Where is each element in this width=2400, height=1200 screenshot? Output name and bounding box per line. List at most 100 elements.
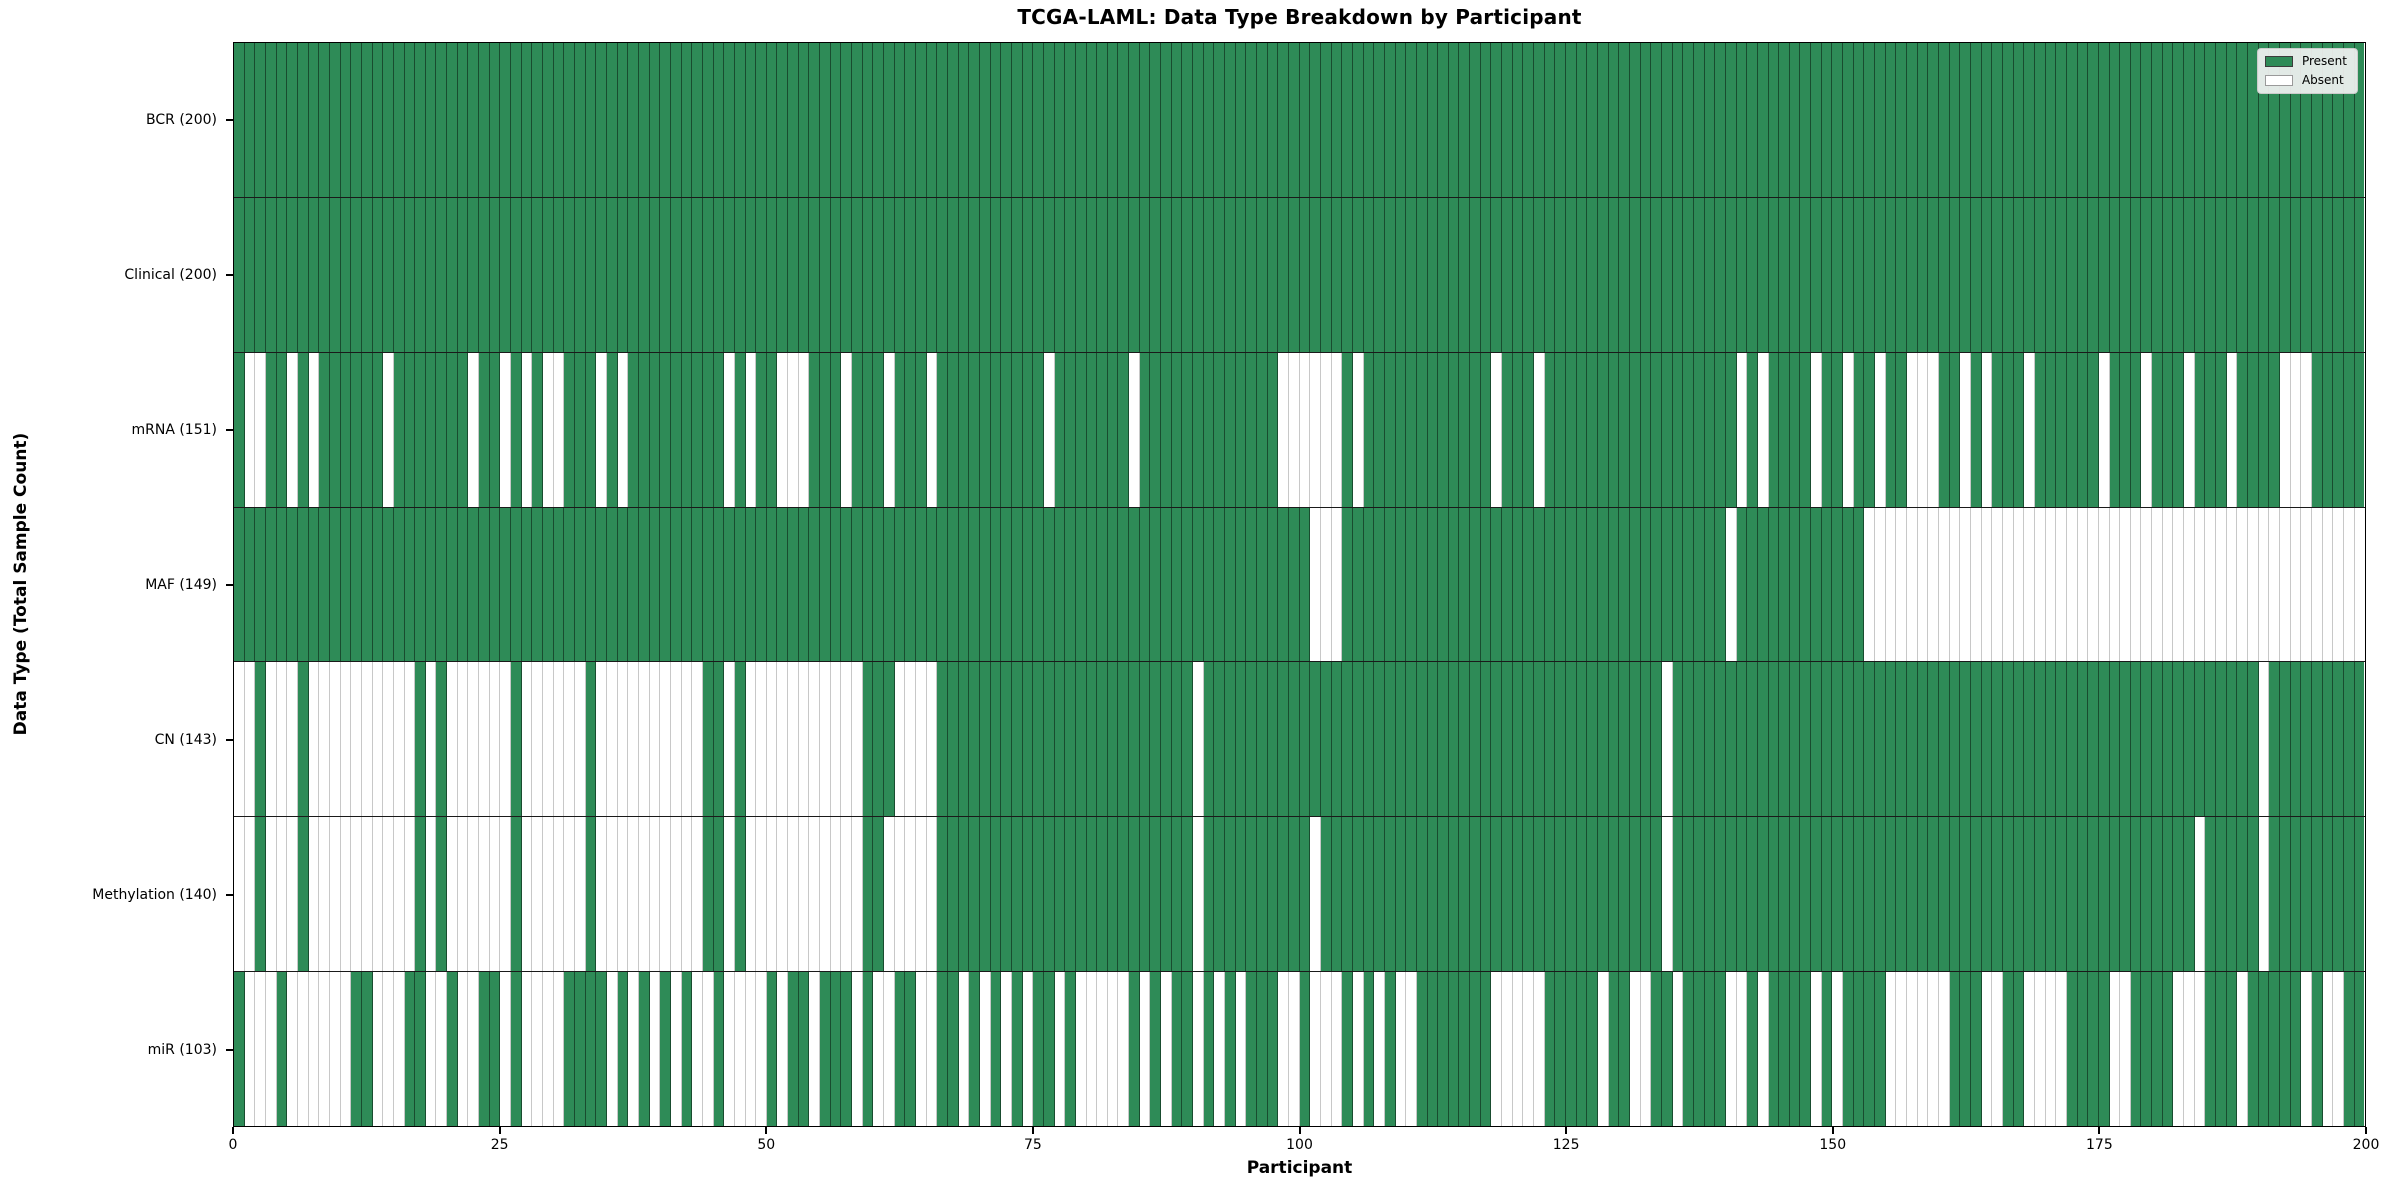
heatmap-cell <box>2066 817 2078 972</box>
heatmap-cell <box>2045 352 2057 507</box>
heatmap-cell <box>2109 662 2121 817</box>
y-tick-mark <box>226 1048 233 1051</box>
heatmap-cell <box>798 43 810 197</box>
heatmap-cell <box>2322 43 2334 197</box>
heatmap-cell <box>1171 43 1183 197</box>
heatmap-cell <box>308 662 320 817</box>
heatmap-cell <box>2056 352 2067 507</box>
heatmap-cell <box>873 817 885 972</box>
heatmap-cell <box>1459 817 1471 972</box>
heatmap-cell <box>1875 817 1886 972</box>
heatmap-cell <box>1661 662 1673 817</box>
heatmap-cell <box>1853 43 1865 197</box>
heatmap-cell <box>937 43 948 197</box>
heatmap-cell <box>862 507 874 662</box>
heatmap-cell <box>479 352 490 507</box>
heatmap-cell <box>809 972 821 1127</box>
heatmap-cell <box>521 43 533 197</box>
heatmap-cell <box>1225 197 1236 352</box>
heatmap-cell <box>1843 352 1854 507</box>
heatmap-cell <box>958 817 970 972</box>
heatmap-cell <box>585 197 597 352</box>
y-tick-label: CN (143) <box>154 731 217 748</box>
heatmap-cell <box>1246 43 1257 197</box>
heatmap-cell <box>724 197 735 352</box>
heatmap-cell <box>319 43 330 197</box>
heatmap-cell <box>1182 352 1194 507</box>
heatmap-cell <box>297 352 309 507</box>
heatmap-cell <box>1214 507 1226 662</box>
heatmap-cell <box>1129 197 1140 352</box>
heatmap-cell <box>916 662 927 817</box>
heatmap-cell <box>1789 43 1801 197</box>
heatmap-cell <box>2258 197 2270 352</box>
heatmap-cell <box>553 352 565 507</box>
heatmap-cell <box>2258 817 2270 972</box>
heatmap-cell <box>1587 197 1598 352</box>
heatmap-cell <box>1747 197 1758 352</box>
x-tick-mark <box>2098 1127 2101 1134</box>
heatmap-cell <box>372 197 384 352</box>
heatmap-cell <box>479 507 490 662</box>
heatmap-cell <box>2045 817 2057 972</box>
heatmap-cell <box>2056 507 2067 662</box>
heatmap-cell <box>1193 352 1204 507</box>
heatmap-cell <box>1640 972 1652 1127</box>
heatmap-cell <box>894 662 906 817</box>
heatmap-cell <box>276 197 288 352</box>
heatmap-cell <box>1832 197 1844 352</box>
heatmap-cell <box>1129 972 1140 1127</box>
x-tick-label: 175 <box>2086 1137 2113 1153</box>
heatmap-cell <box>1406 662 1417 817</box>
heatmap-cell <box>1459 662 1471 817</box>
heatmap-cell <box>1054 352 1066 507</box>
heatmap-cell <box>777 197 789 352</box>
heatmap-cell <box>2216 972 2227 1127</box>
heatmap-cell <box>2205 972 2217 1127</box>
heatmap-cell <box>500 507 512 662</box>
heatmap-cell <box>1789 352 1801 507</box>
x-tick-label: 75 <box>1023 1137 1042 1153</box>
heatmap-cell <box>1395 662 1407 817</box>
heatmap-cell <box>1811 507 1822 662</box>
heatmap-cell <box>479 197 490 352</box>
heatmap-cell <box>884 972 895 1127</box>
heatmap-cell <box>2141 662 2153 817</box>
heatmap-cell <box>1491 197 1503 352</box>
heatmap-cell <box>1278 507 1289 662</box>
heatmap-cell <box>841 817 853 972</box>
heatmap-cell <box>1352 662 1364 817</box>
heatmap-cell <box>2184 817 2195 972</box>
heatmap-cell <box>1651 197 1662 352</box>
heatmap-cell <box>2343 507 2355 662</box>
heatmap-cell <box>1768 197 1780 352</box>
heatmap-cell <box>862 817 874 972</box>
heatmap-cell <box>1342 197 1353 352</box>
heatmap-cell <box>436 43 448 197</box>
heatmap-cell <box>308 972 320 1127</box>
heatmap-cell <box>820 662 831 817</box>
heatmap-cell <box>2237 197 2249 352</box>
heatmap-cell <box>1544 352 1556 507</box>
heatmap-cell <box>2322 817 2334 972</box>
heatmap-cell <box>1502 817 1513 972</box>
heatmap-cell <box>1193 972 1204 1127</box>
y-tick-mark <box>226 893 233 896</box>
heatmap-cell <box>734 662 746 817</box>
heatmap-cell <box>234 662 245 817</box>
heatmap-cell <box>734 197 746 352</box>
heatmap-cell <box>1683 197 1694 352</box>
heatmap-cell <box>2205 43 2217 197</box>
heatmap-cell <box>638 352 650 507</box>
heatmap-cell <box>1374 507 1385 662</box>
heatmap-cell <box>2034 972 2046 1127</box>
heatmap-cell <box>2248 817 2259 972</box>
heatmap-cell <box>1704 197 1716 352</box>
heatmap-cell <box>2184 197 2195 352</box>
heatmap-cell <box>617 507 629 662</box>
heatmap-cell <box>2173 662 2185 817</box>
heatmap-cell <box>1075 352 1087 507</box>
heatmap-cell <box>1374 352 1385 507</box>
heatmap-cell <box>2120 662 2131 817</box>
heatmap-cell <box>1267 972 1279 1127</box>
